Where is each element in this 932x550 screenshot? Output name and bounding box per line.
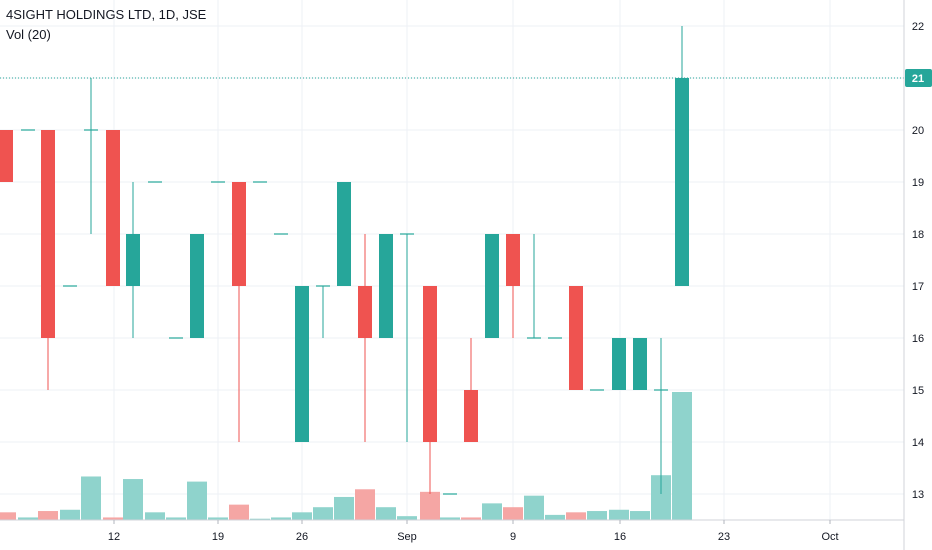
y-tick-label: 17 xyxy=(912,281,924,293)
volume-bar xyxy=(651,475,671,520)
y-tick-label: 13 xyxy=(912,489,924,501)
x-tick-label: Sep xyxy=(397,531,417,543)
x-tick-label: 23 xyxy=(718,531,730,543)
x-tick-label: 16 xyxy=(614,531,626,543)
volume-bar xyxy=(229,504,249,520)
volume-bar xyxy=(145,512,165,520)
candle-body xyxy=(41,130,55,338)
volume-bar xyxy=(38,511,58,520)
volume-bar xyxy=(630,511,650,520)
candle-body xyxy=(612,338,626,390)
candle-body xyxy=(190,234,204,338)
volume-bar xyxy=(313,507,333,520)
candle-body xyxy=(106,130,120,286)
volume-bar xyxy=(208,517,228,520)
volume-bar xyxy=(376,507,396,520)
volume-bar xyxy=(461,517,481,520)
candle-body xyxy=(569,286,583,390)
last-price-tag-label: 21 xyxy=(912,73,924,85)
symbol-title: 4SIGHT HOLDINGS LTD, 1D, JSE xyxy=(6,7,207,22)
y-tick-label: 20 xyxy=(912,125,924,137)
volume-bar xyxy=(672,392,692,520)
candle-body xyxy=(464,390,478,442)
candle-body xyxy=(126,234,140,286)
x-tick-label: 26 xyxy=(296,531,308,543)
volume-bar xyxy=(81,476,101,520)
candle-body xyxy=(232,182,246,286)
volume-indicator-label: Vol (20) xyxy=(6,27,51,42)
candle-body xyxy=(0,130,13,182)
volume-bar xyxy=(566,512,586,520)
volume-bar xyxy=(60,509,80,520)
y-tick-label: 18 xyxy=(912,229,924,241)
y-tick-label: 14 xyxy=(912,437,924,449)
candle-body xyxy=(423,286,437,442)
candle-body xyxy=(506,234,520,286)
x-tick-label: 12 xyxy=(108,531,120,543)
volume-bar xyxy=(545,514,565,520)
volume-bar xyxy=(292,512,312,520)
candle-body xyxy=(337,182,351,286)
y-tick-label: 19 xyxy=(912,177,924,189)
volume-bar xyxy=(123,479,143,520)
volume-bar xyxy=(420,491,440,520)
candle-body xyxy=(485,234,499,338)
candle-body xyxy=(633,338,647,390)
volume-bar xyxy=(18,517,38,520)
volume-bar xyxy=(271,517,291,520)
volume-bar xyxy=(334,496,354,520)
y-tick-label: 15 xyxy=(912,385,924,397)
volume-bar xyxy=(0,512,16,520)
volume-bar xyxy=(250,518,270,520)
x-tick-label: 19 xyxy=(212,531,224,543)
x-tick-label: 9 xyxy=(510,531,516,543)
volume-bar xyxy=(609,509,629,520)
volume-bar xyxy=(587,511,607,520)
candle-body xyxy=(358,286,372,338)
volume-bar xyxy=(482,503,502,520)
volume-bar xyxy=(103,517,123,520)
x-tick-label: Oct xyxy=(821,531,838,543)
volume-bar xyxy=(355,489,375,520)
volume-bar xyxy=(166,517,186,520)
volume-bar xyxy=(503,507,523,520)
last-price-tag xyxy=(905,69,932,87)
candle-body xyxy=(675,78,689,286)
candle-body xyxy=(379,234,393,338)
y-tick-label: 22 xyxy=(912,21,924,33)
volume-bar xyxy=(524,495,544,520)
volume-bar xyxy=(187,481,207,520)
chart-header: 4SIGHT HOLDINGS LTD, 1D, JSE Vol (20) xyxy=(6,6,206,44)
candle-body xyxy=(295,286,309,442)
volume-bar xyxy=(397,516,417,520)
y-tick-label: 16 xyxy=(912,333,924,345)
volume-bar xyxy=(440,517,460,520)
